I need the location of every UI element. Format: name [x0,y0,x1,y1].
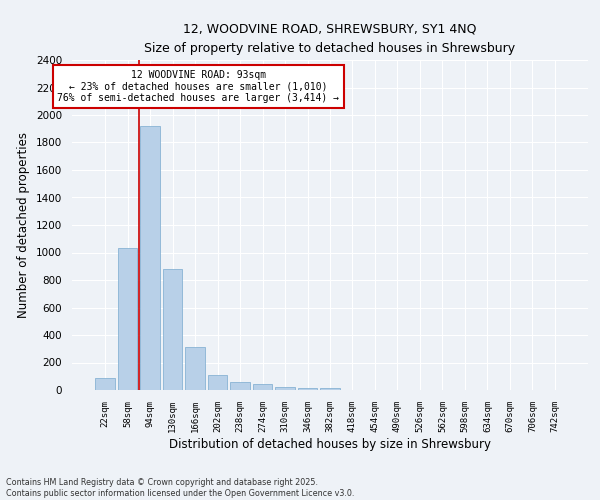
Title: 12, WOODVINE ROAD, SHREWSBURY, SY1 4NQ
Size of property relative to detached hou: 12, WOODVINE ROAD, SHREWSBURY, SY1 4NQ S… [145,22,515,54]
Bar [208,375,227,390]
Bar [140,126,160,390]
Bar [95,378,115,390]
Bar [298,388,317,390]
Y-axis label: Number of detached properties: Number of detached properties [17,132,31,318]
Bar [118,248,137,390]
Bar [230,382,250,390]
X-axis label: Distribution of detached houses by size in Shrewsbury: Distribution of detached houses by size … [169,438,491,450]
Bar [185,348,205,390]
Text: 12 WOODVINE ROAD: 93sqm
← 23% of detached houses are smaller (1,010)
76% of semi: 12 WOODVINE ROAD: 93sqm ← 23% of detache… [58,70,340,103]
Bar [275,386,295,390]
Bar [253,384,272,390]
Bar [320,388,340,390]
Bar [163,269,182,390]
Text: Contains HM Land Registry data © Crown copyright and database right 2025.
Contai: Contains HM Land Registry data © Crown c… [6,478,355,498]
